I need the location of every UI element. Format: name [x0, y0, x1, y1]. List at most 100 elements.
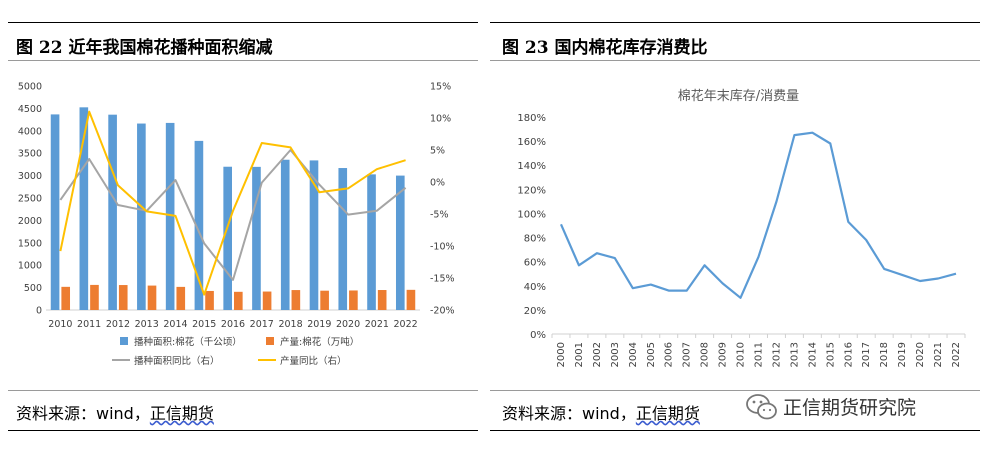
- source-prefix: 资料来源：wind，: [502, 404, 636, 423]
- x-tick-label: 2011: [77, 319, 101, 330]
- legend-swatch: [266, 337, 274, 345]
- x-tick-label: 2006: [664, 342, 675, 367]
- source-note: 资料来源：wind，正信期货: [502, 400, 700, 424]
- bar-production: [61, 286, 71, 310]
- bar-production: [377, 290, 387, 310]
- bar-planting-area: [165, 122, 175, 311]
- watermark: 正信期货研究院: [745, 388, 985, 424]
- bar-planting-area: [79, 107, 89, 310]
- y-left-tick-label: 3500: [18, 149, 42, 160]
- bar-production: [176, 286, 186, 310]
- x-tick-label: 2011: [754, 342, 765, 367]
- y-left-tick-label: 5000: [18, 82, 42, 93]
- x-tick-label: 2010: [48, 319, 72, 330]
- bar-production: [349, 290, 358, 310]
- figure-23-title: 图 23 国内棉花库存消费比: [502, 38, 708, 58]
- watermark-text: 正信期货研究院: [783, 397, 917, 419]
- title-rule: [490, 60, 980, 61]
- source-link[interactable]: 正信期货: [149, 404, 214, 423]
- x-tick-label: 2018: [879, 342, 890, 367]
- source-rule: [8, 390, 478, 391]
- y-right-tick-label: -15%: [430, 274, 455, 285]
- x-tick-label: 2005: [646, 342, 657, 367]
- line-stock-consumption-ratio: [559, 131, 957, 299]
- x-tick-label: 2007: [682, 342, 693, 367]
- x-tick-label: 2004: [628, 342, 639, 367]
- y-right-tick-label: 0%: [430, 178, 445, 189]
- legend-label: 产量:棉花（万吨）: [280, 336, 359, 348]
- y-right-tick-label: -5%: [430, 210, 449, 221]
- bar-planting-area: [223, 166, 232, 310]
- y-right-tick-label: -20%: [430, 306, 455, 317]
- bar-planting-area: [108, 114, 117, 310]
- source-prefix: 资料来源：wind，: [16, 404, 150, 423]
- y-left-tick-label: 3000: [18, 171, 42, 182]
- y-left-tick-label: 500: [24, 283, 42, 294]
- x-tick-label: 2022: [394, 319, 418, 330]
- x-tick-label: 2013: [789, 342, 800, 367]
- x-tick-label: 2016: [843, 342, 854, 367]
- x-tick-label: 2015: [192, 319, 216, 330]
- figure-22-title: 图 22 近年我国棉花播种面积缩减: [16, 38, 273, 58]
- bar-production: [205, 290, 214, 310]
- bar-production: [234, 291, 243, 310]
- bar-planting-area: [280, 159, 290, 310]
- y-left-tick-label: 0: [36, 306, 42, 317]
- x-tick-label: 2010: [736, 342, 747, 367]
- bottom-rule: [490, 430, 980, 431]
- y-right-tick-label: 10%: [430, 114, 451, 125]
- y-tick-label: 60%: [524, 258, 546, 269]
- bar-production: [90, 284, 99, 310]
- x-tick-label: 2008: [700, 342, 711, 367]
- y-tick-label: 160%: [517, 137, 546, 148]
- bar-production: [118, 285, 128, 310]
- y-tick-label: 80%: [524, 234, 546, 245]
- bar-planting-area: [137, 123, 146, 310]
- source-link[interactable]: 正信期货: [635, 404, 700, 423]
- x-tick-label: 2018: [278, 319, 302, 330]
- x-tick-label: 2021: [365, 319, 389, 330]
- y-tick-label: 0%: [530, 330, 546, 341]
- legend-swatch: [120, 337, 128, 345]
- bar-planting-area: [395, 175, 405, 310]
- bar-planting-area: [367, 174, 376, 310]
- bar-planting-area: [194, 140, 204, 310]
- y-tick-label: 140%: [517, 161, 546, 172]
- x-tick-label: 2015: [825, 342, 836, 367]
- y-right-tick-label: 15%: [430, 82, 451, 93]
- bar-production: [291, 290, 301, 310]
- legend-label: 产量同比（右）: [280, 355, 347, 367]
- top-rule: [490, 22, 980, 23]
- x-tick-label: 2009: [718, 342, 729, 367]
- y-left-tick-label: 4000: [18, 126, 42, 137]
- y-left-tick-label: 1000: [18, 261, 42, 272]
- bar-production: [262, 291, 272, 310]
- bar-planting-area: [309, 160, 319, 310]
- y-tick-label: 40%: [524, 282, 546, 293]
- title-rule: [8, 60, 478, 61]
- chart-title: 棉花年末库存/消费量: [678, 88, 799, 104]
- x-tick-label: 2014: [163, 319, 187, 330]
- x-tick-label: 2017: [861, 342, 872, 367]
- left-figure-panel: 图 22 近年我国棉花播种面积缩减 0 500 1000 1500 2000 2500 30…: [0, 0, 480, 451]
- source-note: 资料来源：wind，正信期货: [16, 400, 214, 424]
- bar-planting-area: [50, 114, 60, 310]
- bar-production: [320, 290, 329, 310]
- x-tick-label: 2012: [771, 342, 782, 367]
- y-left-tick-label: 2500: [18, 194, 42, 205]
- bar-planting-area: [338, 168, 348, 310]
- stock-consumption-ratio-chart: 棉花年末库存/消费量 0% 20% 40% 60% 80% 100% 120% 140% 160%…: [517, 88, 966, 367]
- x-tick-label: 2002: [592, 342, 603, 367]
- legend-label: 播种面积同比（右）: [134, 355, 220, 367]
- bar-production: [147, 285, 157, 310]
- x-tick-label: 2020: [336, 319, 360, 330]
- x-tick-label: 2021: [933, 342, 944, 367]
- x-tick-label: 2001: [574, 342, 585, 367]
- top-rule: [8, 22, 478, 23]
- x-tick-label: 2017: [250, 319, 274, 330]
- x-tick-label: 2003: [610, 342, 621, 367]
- planting-area-chart: 0 500 1000 1500 2000 2500 3000 3500 4000 4500 5000…: [18, 82, 455, 368]
- y-tick-label: 20%: [524, 306, 546, 317]
- bar-production: [406, 289, 416, 310]
- y-right-tick-label: 5%: [430, 146, 445, 157]
